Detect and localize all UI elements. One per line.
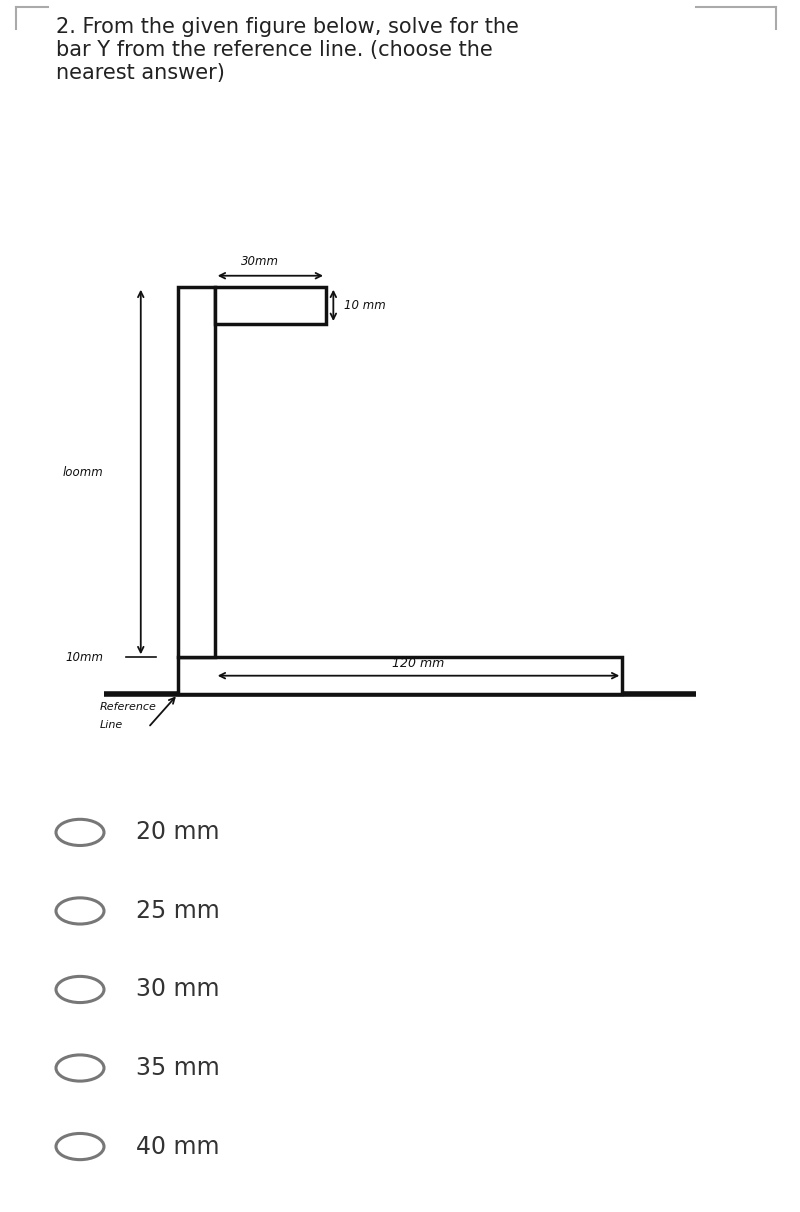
- Bar: [178, 287, 215, 657]
- Text: 20 mm: 20 mm: [136, 821, 219, 845]
- Text: 25 mm: 25 mm: [136, 899, 220, 924]
- Text: 10mm: 10mm: [66, 651, 104, 664]
- Text: 120 mm: 120 mm: [392, 657, 445, 670]
- Text: Reference: Reference: [100, 702, 157, 711]
- Text: 30mm: 30mm: [241, 256, 278, 268]
- Text: 10 mm: 10 mm: [345, 299, 386, 311]
- Text: 35 mm: 35 mm: [136, 1056, 220, 1080]
- Bar: [215, 287, 326, 324]
- Text: loomm: loomm: [63, 465, 104, 479]
- Text: 40 mm: 40 mm: [136, 1134, 219, 1159]
- Text: Line: Line: [100, 720, 123, 730]
- Text: 30 mm: 30 mm: [136, 977, 219, 1001]
- Text: 2. From the given figure below, solve for the
bar Y from the reference line. (ch: 2. From the given figure below, solve fo…: [56, 17, 519, 84]
- Bar: [178, 657, 622, 694]
